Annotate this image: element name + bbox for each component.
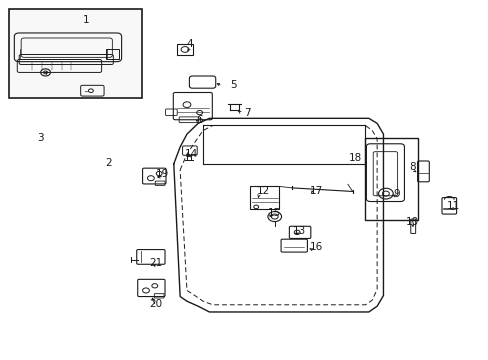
- Text: 13: 13: [292, 226, 305, 236]
- Text: 9: 9: [392, 189, 399, 199]
- Text: 17: 17: [309, 186, 323, 197]
- Text: 19: 19: [156, 168, 169, 179]
- Bar: [105, 49, 119, 59]
- Text: 14: 14: [185, 149, 198, 159]
- Text: 5: 5: [230, 80, 237, 90]
- Text: 10: 10: [406, 217, 418, 227]
- Text: 15: 15: [267, 208, 281, 218]
- Bar: [9, 9, 142, 98]
- Text: 1: 1: [82, 15, 89, 26]
- Text: 21: 21: [149, 258, 162, 268]
- Text: 11: 11: [446, 201, 459, 211]
- Text: 7: 7: [243, 108, 250, 118]
- Bar: [177, 44, 192, 55]
- Text: 2: 2: [105, 158, 112, 168]
- Text: 6: 6: [196, 115, 203, 125]
- Text: 18: 18: [348, 153, 362, 163]
- Text: 12: 12: [256, 186, 269, 197]
- Text: 8: 8: [408, 162, 415, 172]
- Text: 4: 4: [186, 40, 193, 49]
- Bar: [250, 186, 278, 210]
- Text: 20: 20: [149, 299, 162, 309]
- Text: 16: 16: [309, 242, 323, 252]
- Text: 3: 3: [37, 133, 44, 143]
- Bar: [365, 138, 417, 220]
